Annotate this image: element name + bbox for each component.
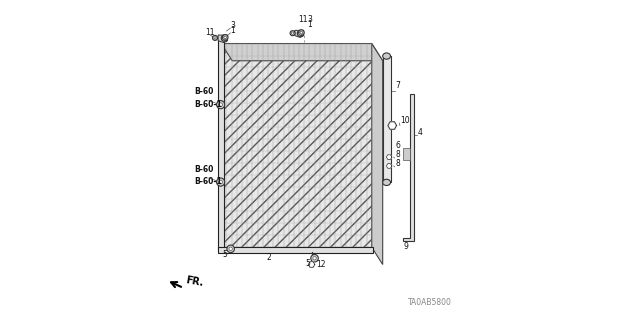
Text: 5: 5 [223,250,228,259]
Circle shape [214,37,216,39]
Circle shape [313,256,316,260]
Text: 11: 11 [205,28,215,37]
Polygon shape [372,43,383,264]
Text: 11: 11 [298,15,307,24]
Text: 6: 6 [396,141,400,150]
Circle shape [299,32,302,35]
Circle shape [300,31,303,34]
Text: 3: 3 [307,15,312,24]
Circle shape [310,263,313,266]
Polygon shape [221,43,372,247]
Text: 10: 10 [400,116,410,125]
Ellipse shape [383,53,390,59]
Text: 8: 8 [396,150,400,159]
Circle shape [222,34,228,40]
Circle shape [212,35,218,41]
Text: 7: 7 [396,81,400,90]
Circle shape [219,103,223,107]
Circle shape [290,31,295,36]
Bar [383,56,390,182]
Circle shape [227,245,234,253]
Polygon shape [403,94,414,241]
Circle shape [216,100,225,109]
Circle shape [219,180,223,184]
Text: B-60-1: B-60-1 [195,177,222,186]
Circle shape [291,32,294,34]
Polygon shape [295,30,303,37]
Ellipse shape [383,179,390,186]
Polygon shape [218,35,228,42]
Circle shape [298,30,303,37]
Polygon shape [308,262,315,267]
Circle shape [224,36,227,39]
Text: 1: 1 [307,20,312,29]
Text: 3: 3 [230,21,236,30]
Circle shape [223,37,226,40]
Circle shape [390,123,394,128]
Text: 8: 8 [396,159,400,168]
Polygon shape [388,122,397,129]
Circle shape [388,165,390,167]
Bar [403,148,410,160]
Text: 12: 12 [316,260,326,269]
Bar [218,41,224,250]
Text: 1: 1 [230,26,236,34]
Polygon shape [387,164,392,168]
Text: B-60: B-60 [195,165,214,174]
Polygon shape [221,43,383,61]
Text: B-60: B-60 [195,87,214,96]
Text: 4: 4 [417,128,422,137]
Text: 9: 9 [404,242,408,251]
Circle shape [311,255,318,262]
Text: 2: 2 [266,253,271,263]
Circle shape [388,156,390,158]
Circle shape [299,30,304,35]
Text: TA0AB5800: TA0AB5800 [408,298,452,307]
Circle shape [229,247,232,250]
Polygon shape [387,155,392,159]
Text: B-60-1: B-60-1 [195,100,222,109]
Circle shape [216,178,225,186]
Bar [218,247,373,253]
Text: 5: 5 [305,259,310,268]
Text: FR.: FR. [185,276,205,288]
Circle shape [221,35,228,41]
